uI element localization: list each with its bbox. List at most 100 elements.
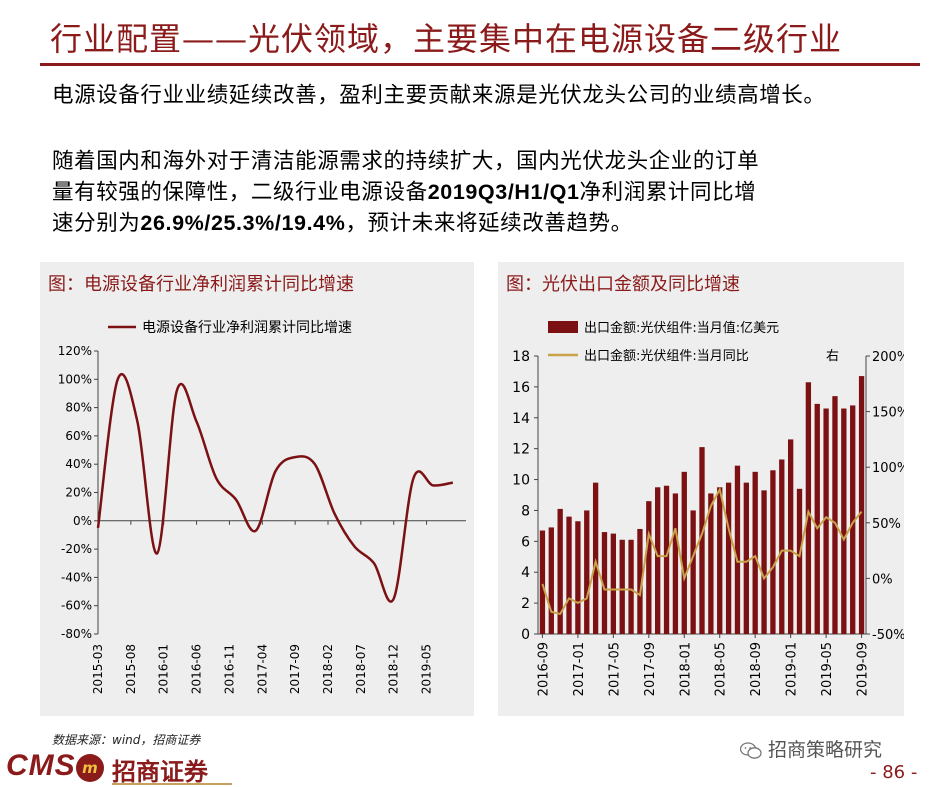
bar: [592, 482, 599, 634]
paragraph-2-line2a: 量有较强的保障性，二级行业电源设备: [52, 180, 428, 205]
y-left-tick-label: 2: [521, 596, 530, 612]
bar: [566, 516, 572, 634]
bar: [770, 470, 776, 634]
bar: [584, 510, 590, 634]
paragraph-2-line3b: 26.9%/25.3%/19.4%: [140, 211, 346, 235]
y-right-tick-label: 0%: [872, 572, 893, 587]
y-left-tick-label: 12: [512, 442, 530, 458]
series-line-yoy: [541, 486, 863, 616]
bar: [823, 408, 829, 634]
paragraph-2-line1: 随着国内和海外对于清洁能源需求的持续扩大，国内光伏龙头企业的订单: [52, 149, 760, 174]
bar: [637, 528, 643, 634]
x-tick-label: 2019-01: [785, 642, 800, 696]
left-chart-panel: 图：电源设备行业净利润累计同比增速 电源设备行业净利润累计同比增速 120% 100…: [40, 262, 474, 716]
y-tick-label: 0%: [73, 514, 92, 528]
y-tick-label: 80%: [65, 401, 92, 415]
bar: [734, 465, 741, 634]
title-divider: [40, 63, 920, 66]
bar: [796, 488, 803, 634]
bar: [752, 471, 758, 634]
bar: [699, 447, 705, 634]
x-tick-label: 2018-02: [321, 644, 335, 694]
y-tick-label: -20%: [61, 542, 92, 556]
y-tick-label: -80%: [61, 627, 92, 641]
legend-swatch-bar: [548, 321, 578, 333]
x-tick-label: 2017-09: [643, 642, 658, 696]
y-right-tick-label: -50%: [872, 628, 904, 643]
cms-logo-icon: m: [76, 754, 104, 782]
x-tick-label: 2019-09: [856, 642, 871, 696]
y-right-tick-label: 100%: [872, 461, 904, 476]
legend-label-right-tag: 右: [826, 349, 839, 364]
wechat-name: 招商策略研究: [768, 739, 883, 761]
y-tick-label: -40%: [61, 570, 92, 584]
paragraph-2-line2c: 净利润累计同比增: [579, 180, 757, 205]
y-left-tick-label: 18: [512, 349, 530, 365]
wechat-account: 招商策略研究: [740, 735, 882, 762]
bar: [663, 485, 670, 634]
y-left-tick-label: 16: [512, 380, 530, 396]
bar: [814, 403, 820, 634]
bar: [761, 490, 767, 634]
y-tick-label: 40%: [65, 457, 92, 471]
bar: [628, 539, 634, 634]
y-left-tick-label: 0: [521, 627, 530, 643]
x-tick-label: 2017-05: [607, 642, 622, 696]
bar: [610, 533, 617, 634]
footer-divider: [112, 783, 232, 785]
x-tick-label: 2016-09: [536, 642, 551, 696]
x-tick-label: 2018-01: [678, 642, 693, 696]
x-tick-label: 2018-05: [714, 642, 729, 696]
y-tick-label: 20%: [65, 486, 92, 500]
legend-label-bar: 出口金额:光伏组件:当月值:亿美元: [584, 320, 779, 336]
x-tick-label: 2015-08: [124, 644, 138, 694]
bar: [655, 487, 661, 634]
bar: [539, 530, 546, 634]
company-name: 招商证券: [112, 758, 208, 786]
y-left-tick-label: 6: [521, 534, 530, 550]
wechat-icon: [740, 741, 762, 759]
bar: [708, 493, 714, 634]
x-tick-label: 2016-06: [190, 644, 204, 694]
bar: [557, 508, 563, 634]
y-tick-label: 60%: [65, 429, 92, 443]
left-chart-title: 图：电源设备行业净利润累计同比增速: [48, 274, 354, 295]
paragraph-2-line2b: 2019Q3/H1/Q1: [427, 180, 580, 204]
x-tick-label: 2017-04: [255, 644, 269, 694]
bar: [717, 487, 723, 634]
y-left-tick-label: 4: [521, 565, 530, 581]
y-left-tick-label: 8: [521, 503, 530, 519]
left-chart-svg: 电源设备行业净利润累计同比增速 120% 100% 80% 60% 40% 20% 0% -20…: [58, 319, 466, 694]
right-chart-title: 图：光伏出口金额及同比增速: [506, 274, 740, 295]
bar: [548, 527, 554, 634]
page-number: - 86 -: [870, 762, 918, 783]
y-tick-label: 100%: [58, 372, 92, 386]
bar: [850, 405, 856, 634]
bar: [779, 459, 785, 634]
bar: [619, 539, 625, 634]
bar: [787, 439, 794, 634]
paragraph-2-line3c: ，预计未来将延续改善趋势。: [345, 211, 633, 236]
x-tick-label: 2019-05: [420, 644, 434, 694]
cms-logo-text: CMS: [6, 749, 76, 782]
legend-label-line: 出口金额:光伏组件:当月同比: [584, 348, 749, 364]
bar: [841, 408, 847, 634]
legend-label: 电源设备行业净利润累计同比增速: [142, 319, 352, 336]
bar: [672, 493, 679, 634]
x-tick-label: 2016-11: [222, 644, 236, 694]
bar: [743, 482, 749, 634]
bar: [805, 382, 812, 634]
paragraph-2: 随着国内和海外对于清洁能源需求的持续扩大，国内光伏龙头企业的订单 量有较强的保障…: [52, 147, 932, 239]
y-left-tick-label: 14: [512, 411, 530, 427]
bar: [681, 471, 687, 634]
bar: [601, 532, 608, 634]
bar: [646, 501, 652, 634]
paragraph-1: 电源设备行业业绩延续改善，盈利主要贡献来源是光伏龙头公司的业绩高增长。: [52, 83, 826, 108]
bar: [725, 482, 732, 634]
x-tick-label: 2015-03: [91, 644, 105, 694]
y-right-tick-label: 200%: [872, 350, 904, 365]
series-line: [96, 372, 454, 603]
y-right-tick-label: 50%: [872, 517, 901, 532]
data-source: 数据来源：wind，招商证券: [52, 733, 201, 747]
